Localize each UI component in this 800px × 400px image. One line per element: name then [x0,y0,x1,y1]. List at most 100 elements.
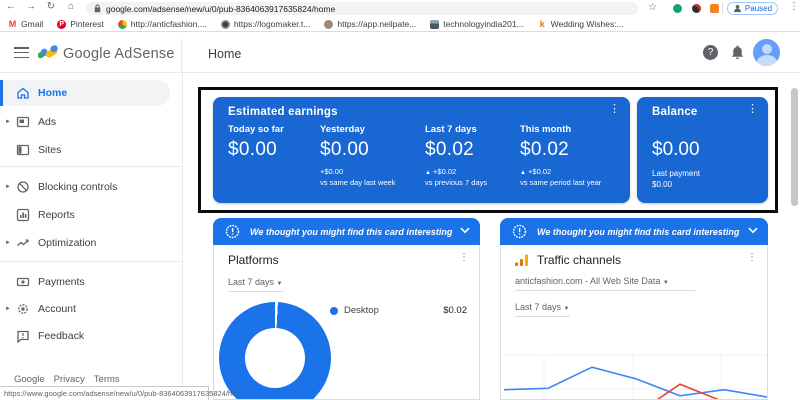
sidebar-item-blocking-controls[interactable]: ► Blocking controls [5,180,118,194]
expand-caret-icon[interactable]: ► [5,306,11,312]
browser-menu-icon[interactable]: ⋮ [789,1,799,12]
analytics-property-dropdown[interactable]: anticfashion.com - All Web Site Data ▼ [515,276,695,291]
sidebar-item-sites[interactable]: Sites [0,137,170,163]
platforms-title: Platforms [228,253,279,267]
earnings-card-title: Estimated earnings [228,106,338,118]
series-blue [504,366,767,398]
notifications-bell-icon[interactable] [730,44,745,60]
sidebar-item-feedback[interactable]: Feedback [0,323,170,349]
sidebar-divider [0,166,183,167]
account-avatar[interactable] [753,39,780,66]
delta-arrow: ▲ [520,170,526,176]
payments-icon [16,275,30,289]
app-header: Google AdSense Home ? [0,33,800,73]
k-favicon: k [539,18,545,29]
chevron-down-icon[interactable] [460,227,470,234]
page-title: Home [208,47,242,61]
terms-link[interactable]: Terms [93,374,120,385]
platforms-range-dropdown[interactable]: Last 7 days ▼ [228,277,283,292]
photo-favicon [430,19,440,29]
bookmark-logomaker[interactable]: https://logomaker.t... [220,19,310,29]
balance-card: Balance ⋮ $0.00 Last payment $0.00 [637,97,768,203]
sidebar-item-reports[interactable]: Reports [0,202,170,228]
platforms-donut-chart [219,302,331,399]
insight-badge-icon [225,224,240,239]
sidebar-item-home[interactable]: Home [0,80,170,106]
sidebar-divider [0,261,183,262]
bookmark-star-icon[interactable]: ☆ [648,2,657,13]
last-payment-value: $0.00 [652,180,673,189]
insight-badge-icon [512,224,527,239]
traffic-range-dropdown[interactable]: Last 7 days ▼ [515,302,570,317]
sidebar-item-account[interactable]: ► Account [5,302,76,316]
platforms-menu-icon[interactable]: ⋮ [459,252,469,263]
reports-icon [16,208,30,222]
blocking-icon [16,180,30,194]
google-link[interactable]: Google [14,374,45,385]
expand-caret-icon[interactable]: ► [5,184,11,190]
metric-today: Today so far $0.00 [228,124,284,160]
extension-grammarly-icon[interactable] [673,4,682,13]
refresh-icon[interactable]: ↻ [46,1,56,12]
bookmark-neilpatel[interactable]: https://app.neilpate... [324,19,416,29]
last-payment-label: Last payment [652,169,701,178]
address-bar[interactable]: google.com/adsense/new/u/0/pub-836406391… [86,2,638,15]
bookmark-anticfashion[interactable]: http://anticfashion.... [117,19,207,29]
desktop-legend-label: Desktop [344,305,379,316]
sidebar-item-ads[interactable]: ► Ads [5,116,57,128]
traffic-card-body: Traffic channels ⋮ anticfashion.com - Al… [500,245,768,400]
balance-card-menu-icon[interactable]: ⋮ [747,103,758,115]
bookmark-technologyindia[interactable]: technologyindia201... [430,19,524,29]
platforms-card-body: Platforms ⋮ Last 7 days ▼ Desktop $0.02 [213,245,480,400]
metric-yesterday: Yesterday $0.00 +$0.00 vs same day last … [320,124,396,187]
sync-paused-button[interactable]: Paused [727,2,778,15]
pinterest-icon: P [57,19,67,29]
expand-caret-icon[interactable]: ► [5,240,11,246]
interesting-banner[interactable]: We thought you might find this card inte… [213,218,480,245]
back-icon[interactable]: ← [6,1,16,12]
expand-caret-icon[interactable]: ► [5,119,11,125]
header-divider [181,38,182,72]
extension-orange-icon[interactable] [710,4,719,13]
home-icon [16,86,30,100]
bookmark-pinterest[interactable]: P Pinterest [57,19,104,29]
scrollbar-thumb[interactable] [791,88,798,206]
bookmark-wedding-wishes[interactable]: k Wedding Wishes:... [539,18,624,29]
google-analytics-icon [515,254,528,266]
balance-card-title: Balance [652,106,698,118]
padlock-icon [94,4,101,13]
metric-last-7-days: Last 7 days $0.02 ▲ +$0.02 vs previous 7… [425,124,488,187]
optimization-icon [16,236,30,250]
url-text: google.com/adsense/new/u/0/pub-836406391… [106,3,336,14]
globe-favicon [220,19,230,29]
status-url-tooltip: https://www.google.com/adsense/new/u/0/p… [0,386,247,400]
metric-this-month: This month $0.02 ▲ +$0.02 vs same period… [520,124,602,187]
interesting-banner-text: We thought you might find this card inte… [537,226,740,237]
browser-home-icon[interactable]: ⌂ [67,1,75,12]
help-icon[interactable]: ? [703,45,718,60]
traffic-line-chart [504,354,767,399]
paused-avatar-icon [733,4,742,13]
balance-value: $0.00 [652,139,700,160]
earnings-card-menu-icon[interactable]: ⋮ [609,103,620,115]
hamburger-menu-icon[interactable] [14,47,29,58]
platforms-interesting-card: We thought you might find this card inte… [213,218,480,400]
sidebar-item-payments[interactable]: Payments [0,269,170,295]
bookmarks-bar: M Gmail P Pinterest http://anticfashion.… [0,17,800,32]
traffic-channels-interesting-card: We thought you might find this card inte… [500,218,768,400]
extension-dark-icon[interactable] [692,4,701,13]
interesting-banner[interactable]: We thought you might find this card inte… [500,218,768,245]
traffic-menu-icon[interactable]: ⋮ [747,252,757,263]
bookmark-gmail[interactable]: M Gmail [8,18,44,29]
privacy-link[interactable]: Privacy [53,374,85,385]
sidebar-item-optimization[interactable]: ► Optimization [5,236,97,250]
feedback-icon [16,329,30,343]
interesting-banner-text: We thought you might find this card inte… [250,226,453,237]
desktop-legend-value: $0.02 [443,305,467,316]
sites-icon [16,143,30,157]
estimated-earnings-card: Estimated earnings ⋮ Today so far $0.00 … [213,97,630,203]
forward-icon[interactable]: → [26,1,36,12]
chevron-down-icon[interactable] [748,227,758,234]
paused-label: Paused [744,4,773,13]
account-gear-icon [16,302,30,316]
